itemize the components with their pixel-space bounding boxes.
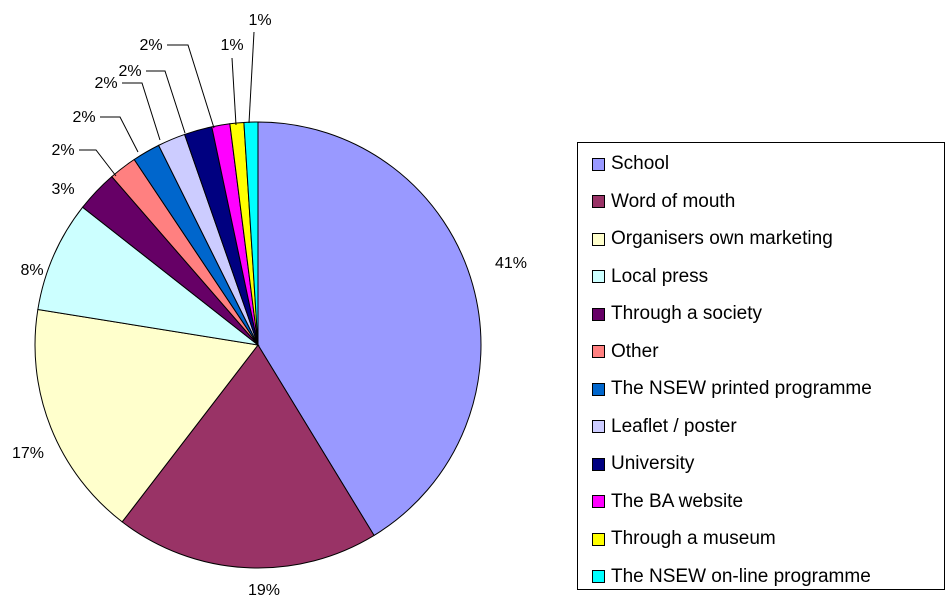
legend-item: Local press [592,262,708,292]
pie-slice-word-of-mouth [121,344,375,569]
slice-percent-label: 17% [12,445,44,462]
slice-percent-label: 2% [51,142,74,159]
leader-line [122,82,161,141]
legend-swatch [592,307,605,321]
slice-percent-label: 2% [72,109,95,126]
legend-label: School [611,153,670,174]
leader-lines [79,31,255,177]
leader-line [248,31,255,124]
legend-swatch [592,157,605,171]
slice-percent-label: 19% [248,582,280,599]
legend-item: Word of mouth [592,187,735,217]
pie-slice-school [257,121,482,537]
slice-percent-label: 2% [139,37,162,54]
legend-item: Leaflet / poster [592,412,737,442]
legend: School Word of mouth Organisers own market… [577,142,945,590]
legend-swatch [592,195,605,208]
leader-line [167,44,215,129]
leader-line [146,70,186,134]
slice-labels: 41%19%17%8%3%2%2%2%2%2% 1%1% [12,12,527,599]
legend-swatch [592,232,605,246]
slice-percent-label: 41% [495,255,527,272]
legend-item: Other [592,337,659,367]
legend-item: Organisers own marketing [592,224,833,254]
legend-item: Through a society [592,299,762,329]
legend-swatch [592,382,605,396]
leader-line [231,57,237,126]
legend-swatch [592,457,605,471]
pie-slices [34,121,482,569]
legend-item: The NSEW on-line programme [592,562,871,592]
legend-label: Through a museum [611,528,776,549]
legend-swatch [592,345,605,358]
legend-item: The NSEW printed programme [592,374,872,404]
pie-slice-the-nsew-on-line-programme [243,121,259,346]
legend-swatch [592,420,605,433]
legend-item: University [592,449,694,479]
legend-label: University [611,453,695,474]
legend-item: Through a museum [592,524,776,554]
leader-line [100,116,139,153]
slice-percent-label: 2% [94,75,117,92]
legend-swatch [592,495,605,508]
legend-label: Leaflet / poster [611,415,737,437]
slice-percent-label: 8% [20,262,43,279]
legend-swatch [592,270,605,283]
legend-item: School [592,149,669,179]
slice-percent-label: 2% [118,63,141,80]
leader-line [79,149,117,177]
legend-label: Organisers own marketing [611,228,833,249]
legend-label: The NSEW on-line programme [611,565,871,587]
legend-label: The NSEW printed programme [611,378,872,399]
legend-label: Word of mouth [611,190,736,212]
slice-percent-label: 1% [220,37,243,54]
legend-swatch [592,570,605,583]
legend-swatch [592,532,605,546]
slice-percent-label: 3% [51,181,74,198]
slice-percent-label: 1% [248,12,271,29]
pie-slice-local-press [37,206,260,346]
legend-label: Other [611,340,659,362]
legend-label: Local press [611,265,709,287]
legend-label: The BA website [611,490,744,512]
legend-item: The BA website [592,487,743,517]
legend-label: Through a society [611,303,763,324]
pie-slice-organisers-own-marketing [34,308,259,523]
